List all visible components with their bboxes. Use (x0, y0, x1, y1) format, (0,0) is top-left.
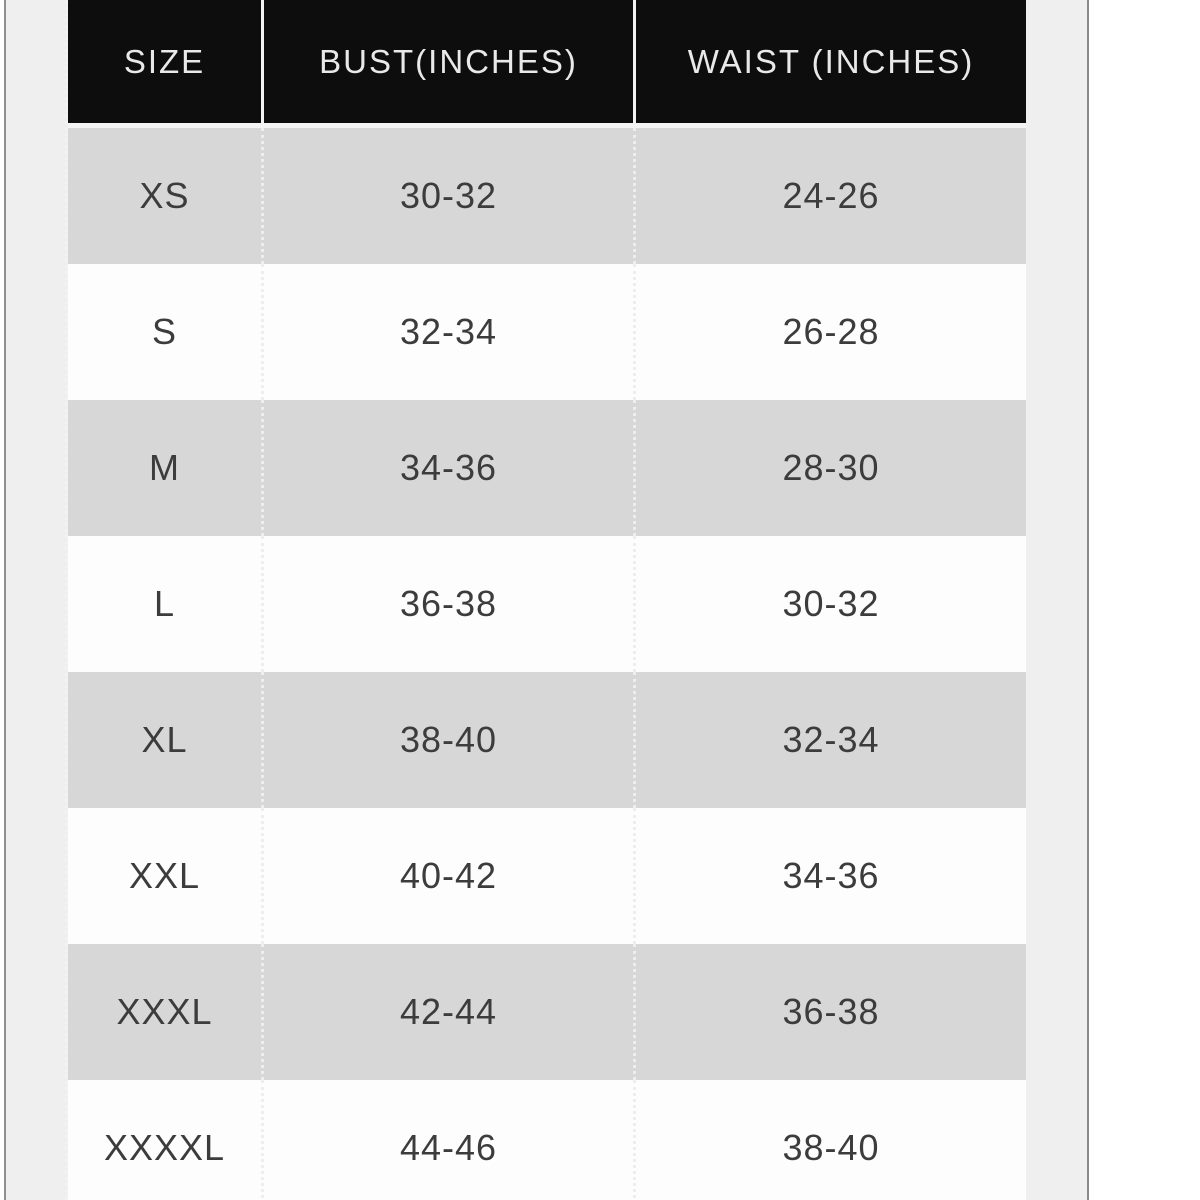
bust-cell: 40-42 (261, 808, 633, 944)
bust-cell: 30-32 (261, 128, 633, 264)
waist-cell: 36-38 (633, 944, 1026, 1080)
waist-cell: 32-34 (633, 672, 1026, 808)
bust-cell: 34-36 (261, 400, 633, 536)
table-row-xl: XL 38-40 32-34 (68, 672, 1026, 808)
bust-cell: 38-40 (261, 672, 633, 808)
size-cell: XXL (128, 855, 201, 896)
table-row-xxl: XXL 40-42 34-36 (68, 808, 1026, 944)
page-background: SIZE BUST(INCHES) WAIST (INCHES) XS 30-3… (4, 0, 1089, 1200)
size-cell: XXXXL (103, 1127, 226, 1168)
table-row-xxxl: XXXL 42-44 36-38 (68, 944, 1026, 1080)
waist-cell: 30-32 (633, 536, 1026, 672)
size-chart-table: SIZE BUST(INCHES) WAIST (INCHES) XS 30-3… (65, 0, 1026, 1200)
waist-cell: 28-30 (633, 400, 1026, 536)
size-cell: XS (139, 175, 190, 216)
bust-cell: 42-44 (261, 944, 633, 1080)
table-row-l: L 36-38 30-32 (68, 536, 1026, 672)
header-divider (68, 123, 1026, 128)
waist-cell: 26-28 (633, 264, 1026, 400)
waist-cell: 24-26 (633, 128, 1026, 264)
bust-cell: 44-46 (261, 1080, 633, 1200)
column-header-size: SIZE (123, 42, 206, 80)
table-row-s: S 32-34 26-28 (68, 264, 1026, 400)
waist-cell: 38-40 (633, 1080, 1026, 1200)
column-header-waist: WAIST (INCHES) (633, 0, 1026, 123)
bust-cell: 32-34 (261, 264, 633, 400)
size-cell: XL (141, 719, 188, 760)
size-cell: S (151, 311, 177, 352)
size-cell: M (149, 447, 180, 488)
column-header-bust: BUST(INCHES) (261, 0, 633, 123)
table-row-m: M 34-36 28-30 (68, 400, 1026, 536)
size-cell: XXXL (116, 991, 213, 1032)
table-row-xxxxl: XXXXL 44-46 38-40 (68, 1080, 1026, 1200)
table-header-row: SIZE BUST(INCHES) WAIST (INCHES) (68, 0, 1026, 123)
waist-cell: 34-36 (633, 808, 1026, 944)
bust-cell: 36-38 (261, 536, 633, 672)
size-cell: L (153, 583, 176, 624)
table-row-xs: XS 30-32 24-26 (68, 128, 1026, 264)
